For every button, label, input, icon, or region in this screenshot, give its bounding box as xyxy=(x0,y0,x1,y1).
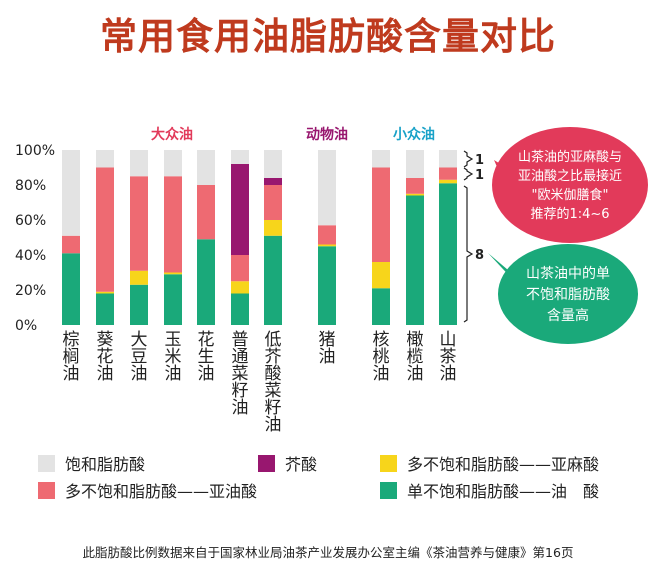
legend-swatch-linoleic xyxy=(38,482,55,499)
bar-segment-saturated-10 xyxy=(439,150,457,168)
category-label: 猪油 xyxy=(319,330,336,367)
bar-segment-oleic-9 xyxy=(406,195,424,325)
ratio-label: 1 xyxy=(475,153,484,168)
bar-segment-saturated-9 xyxy=(406,150,424,178)
category-label: 低芥酸菜籽油 xyxy=(265,330,282,435)
bar-segment-oleic-7 xyxy=(318,246,336,325)
bracket-oleic xyxy=(463,185,474,323)
category-label: 大豆油 xyxy=(131,330,148,384)
bar-segment-saturated-7 xyxy=(318,150,336,226)
bar-segment-linolenic-2 xyxy=(130,270,148,285)
category-label: 玉米油 xyxy=(165,330,182,384)
bar-segment-saturated-8 xyxy=(372,150,390,168)
legend-swatch-oleic xyxy=(380,482,397,499)
bar-segment-oleic-2 xyxy=(130,284,148,325)
bar-segment-linoleic-2 xyxy=(130,176,148,271)
bar-segment-oleic-1 xyxy=(96,293,114,325)
y-tick-label: 20% xyxy=(15,283,46,299)
bar-segment-linolenic-5 xyxy=(231,281,249,294)
y-tick-label: 100% xyxy=(15,143,55,159)
legend-label: 多不饱和脂肪酸——亚油酸 xyxy=(65,482,257,501)
bar-segment-linolenic-3 xyxy=(164,272,182,275)
bar-segment-linoleic-6 xyxy=(264,185,282,220)
group-label: 大众油 xyxy=(151,126,193,143)
bar-segment-linolenic-8 xyxy=(372,262,390,289)
y-tick-label: 80% xyxy=(15,178,46,194)
category-label: 花生油 xyxy=(198,330,215,384)
bar-segment-linoleic-3 xyxy=(164,176,182,273)
y-tick-label: 0% xyxy=(15,318,37,334)
group-label: 小众油 xyxy=(393,126,435,143)
callout-bottom-bubble xyxy=(498,244,638,344)
legend-label: 多不饱和脂肪酸——亚麻酸 xyxy=(407,455,599,474)
category-label: 山茶油 xyxy=(440,330,457,384)
category-label: 橄榄油 xyxy=(407,330,424,384)
callout-bottom-text: 山茶油中的单 xyxy=(526,266,610,282)
bar-segment-saturated-2 xyxy=(130,150,148,177)
bar-segment-linolenic-7 xyxy=(318,244,336,247)
bar-segment-oleic-5 xyxy=(231,293,249,325)
bar-segment-oleic-10 xyxy=(439,183,457,325)
legend-swatch-saturated xyxy=(38,455,55,472)
source-footnote: 此脂肪酸比例数据来自于国家林业局油茶产业发展办公室主编《茶油营养与健康》第16页 xyxy=(82,545,574,560)
bar-segment-oleic-4 xyxy=(197,239,215,325)
bar-segment-linolenic-10 xyxy=(439,179,457,184)
bar-segment-linoleic-10 xyxy=(439,167,457,180)
ratio-label: 8 xyxy=(475,248,484,263)
bar-segment-linolenic-6 xyxy=(264,220,282,236)
bar-segment-saturated-3 xyxy=(164,150,182,177)
callout-top-text: 山茶油的亚麻酸与 xyxy=(518,149,622,165)
callout-top-text: 推荐的1:4~6 xyxy=(530,206,609,222)
bar-segment-linoleic-8 xyxy=(372,167,390,262)
bar-segment-linoleic-4 xyxy=(197,185,215,240)
bar-segment-linolenic-9 xyxy=(406,193,424,196)
legend-swatch-linolenic xyxy=(380,455,397,472)
bar-segment-linoleic-0 xyxy=(62,235,80,254)
bar-segment-oleic-8 xyxy=(372,288,390,325)
bracket-linoleic xyxy=(463,167,474,181)
bar-segment-saturated-6 xyxy=(264,150,282,178)
bar-segment-saturated-5 xyxy=(231,150,249,164)
legend-swatch-erucic xyxy=(258,455,275,472)
bar-segment-oleic-3 xyxy=(164,274,182,325)
bar-segment-saturated-0 xyxy=(62,150,80,236)
category-label: 普通菜籽油 xyxy=(232,330,249,418)
bar-segment-linoleic-7 xyxy=(318,225,336,245)
bar-segment-saturated-1 xyxy=(96,150,114,168)
legend-label: 芥酸 xyxy=(285,455,317,474)
bar-segment-saturated-4 xyxy=(197,150,215,185)
ratio-label: 1 xyxy=(475,168,484,183)
bar-segment-linoleic-9 xyxy=(406,178,424,194)
bar-segment-oleic-0 xyxy=(62,253,80,325)
category-label: 棕榈油 xyxy=(63,330,80,384)
bar-segment-linolenic-1 xyxy=(96,291,114,294)
y-tick-label: 60% xyxy=(15,213,46,229)
callout-bottom-text: 不饱和脂肪酸 xyxy=(526,287,610,303)
bar-segment-linoleic-5 xyxy=(231,255,249,282)
page-title: 常用食用油脂肪酸含量对比 xyxy=(100,15,556,58)
callout-bottom-text: 含量高 xyxy=(547,307,589,324)
bar-segment-linoleic-1 xyxy=(96,167,114,292)
callout-top-bubble xyxy=(492,127,648,243)
legend-label: 单不饱和脂肪酸——油 酸 xyxy=(407,482,599,501)
bracket-saturated xyxy=(463,150,474,168)
y-tick-label: 40% xyxy=(15,248,46,264)
category-label: 核桃油 xyxy=(373,330,390,384)
group-label: 动物油 xyxy=(306,126,348,143)
bar-segment-erucic-5 xyxy=(231,164,249,255)
callout-top-text: "欧米伽膳食" xyxy=(532,187,609,203)
bar-segment-oleic-6 xyxy=(264,235,282,325)
callout-top-text: 亚油酸之比最接近 xyxy=(518,168,622,184)
legend-label: 饱和脂肪酸 xyxy=(65,455,145,474)
bar-segment-erucic-6 xyxy=(264,178,282,185)
category-label: 葵花油 xyxy=(97,330,114,384)
